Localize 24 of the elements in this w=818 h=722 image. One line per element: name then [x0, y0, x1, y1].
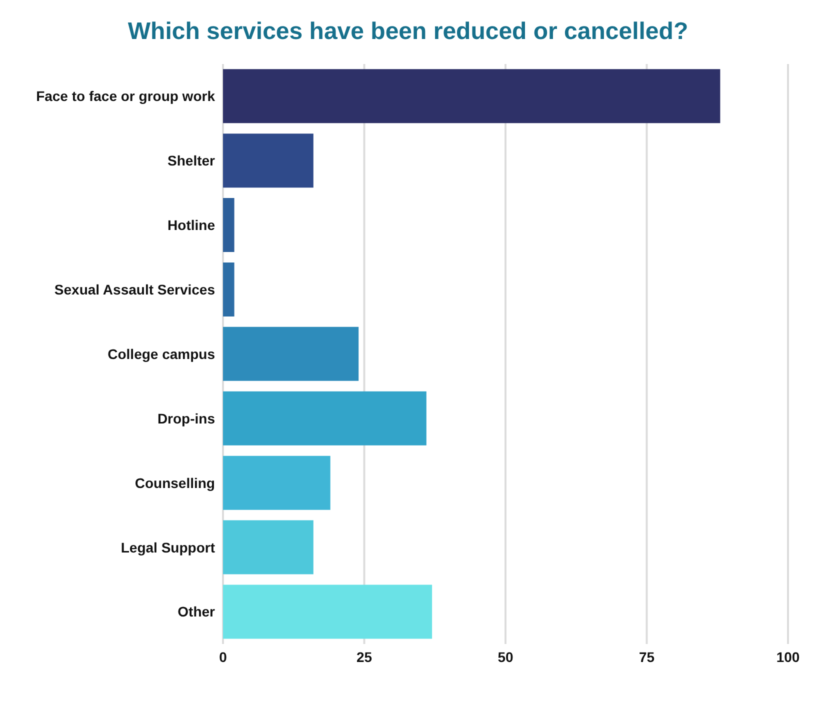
y-tick-label: Drop-ins	[157, 410, 216, 426]
x-tick-label: 100	[776, 648, 800, 665]
bar	[223, 391, 426, 446]
y-tick-label: Counselling	[134, 474, 215, 491]
bar	[223, 326, 359, 381]
bar	[223, 198, 234, 252]
x-tick-label: 75	[638, 648, 655, 665]
x-tick-label: 50	[498, 648, 514, 665]
y-tick-label: Other	[178, 604, 216, 620]
y-tick-label: Sexual Assault Services	[54, 282, 216, 298]
x-tick-label: 25	[356, 648, 372, 665]
y-tick-label: Hotline	[168, 217, 216, 234]
y-tick-label: College campus	[108, 346, 216, 362]
bar	[223, 520, 314, 574]
bar	[223, 456, 330, 510]
bar	[223, 584, 432, 639]
y-tick-label: Shelter	[168, 152, 216, 169]
bar	[223, 134, 314, 188]
chart-title: Which services have been reduced or cancelled?	[126, 18, 690, 46]
bar	[223, 262, 234, 316]
bar	[223, 69, 720, 124]
x-tick-label: 0	[219, 648, 228, 665]
y-tick-label: Legal Support	[120, 539, 216, 556]
y-tick-label: Face to face or group work	[36, 88, 216, 104]
